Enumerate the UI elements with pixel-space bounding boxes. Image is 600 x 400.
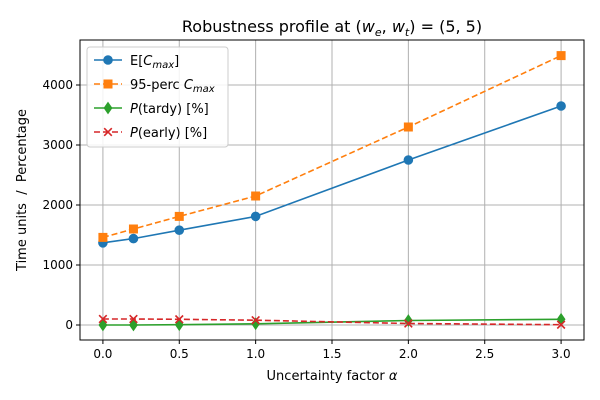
series-lines [98, 51, 566, 332]
x-tick-label: 0.5 [170, 347, 189, 361]
y-tick-label: 0 [65, 318, 73, 332]
series-3 [98, 314, 566, 330]
legend-label: E[Cmax] [130, 54, 179, 71]
data-point [174, 225, 185, 235]
data-point [403, 122, 413, 132]
y-tick-label: 3000 [42, 138, 73, 152]
axis-ticks: 0.0 0.5 1.0 1.5 2.0 2.5 3.0 0 1000 2000 3000 4000 [42, 78, 570, 361]
y-tick-label: 2000 [42, 198, 73, 212]
data-point [98, 232, 108, 242]
x-tick-label: 2.0 [399, 347, 418, 361]
data-point [403, 155, 414, 165]
series-line [102, 105, 562, 244]
data-point [174, 211, 184, 221]
x-tick-label: 3.0 [552, 347, 571, 361]
data-point [403, 319, 413, 328]
legend-entry: E[Cmax] [94, 54, 179, 71]
data-point [98, 314, 108, 324]
data-point [251, 315, 261, 325]
data-point [129, 314, 138, 324]
legend-entry: P(tardy) [%] [94, 101, 209, 117]
x-tick-label: 1.0 [246, 347, 265, 361]
data-point [98, 318, 108, 332]
data-point [129, 318, 138, 332]
chart-title: Robustness profile at (we, wt) = (5, 5) [182, 17, 482, 39]
series-1 [98, 51, 566, 242]
y-tick-label: 1000 [42, 258, 73, 272]
legend-marker [103, 79, 113, 89]
data-point [128, 233, 139, 244]
x-tick-label: 2.5 [475, 347, 494, 361]
x-tick-label: 1.5 [322, 347, 341, 361]
legend-entry: 95-perc Cmax [94, 78, 215, 95]
legend-label: 95-perc Cmax [130, 78, 215, 95]
y-tick-label: 4000 [42, 78, 73, 92]
data-point [556, 101, 566, 111]
legend-marker [103, 127, 113, 137]
legend-box [86, 46, 229, 148]
legend-marker [103, 55, 113, 65]
legend-marker [103, 101, 113, 115]
data-point [174, 314, 184, 324]
data-point [251, 191, 261, 201]
legend-label: P(tardy) [%] [130, 102, 209, 117]
series-line [102, 54, 562, 239]
legend: E[Cmax] 95-perc Cmax P(tardy) [%] P(early) … [86, 46, 229, 148]
x-axis-label: Uncertainty factor α [267, 369, 398, 384]
legend-label: P(early) [%] [130, 126, 207, 141]
legend-entry: P(early) [%] [94, 126, 207, 141]
data-point [128, 224, 138, 234]
x-tick-label: 0.0 [93, 347, 112, 361]
series-line [102, 318, 562, 326]
data-point [556, 320, 566, 330]
y-axis-label: Time units / Percentage [15, 109, 30, 272]
data-point [556, 51, 566, 61]
data-point [250, 211, 261, 222]
